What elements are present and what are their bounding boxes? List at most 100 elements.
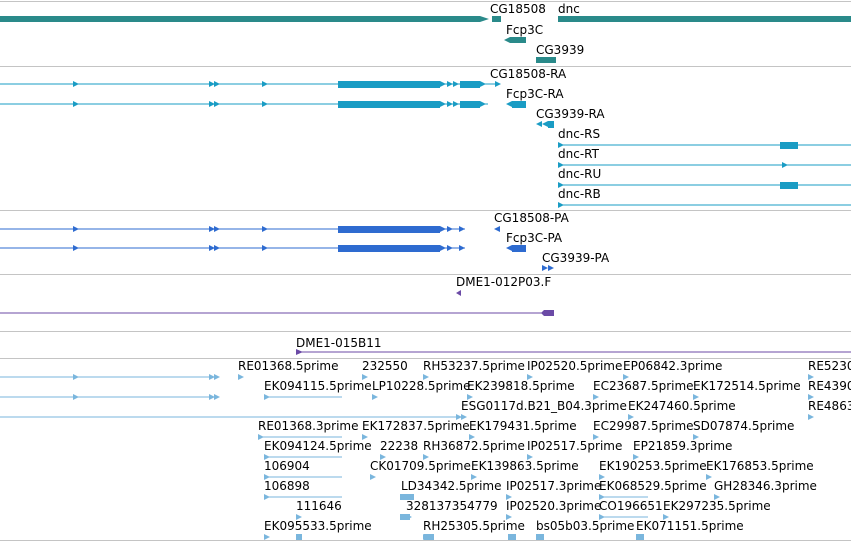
est-feature-marker[interactable] <box>593 394 599 400</box>
est-label[interactable]: RE4863 <box>808 399 851 413</box>
clone-DME1-012P03.F-start[interactable] <box>456 290 461 296</box>
est-feature-marker[interactable] <box>406 514 412 520</box>
transcript-Fcp3C-RA[interactable] <box>506 101 512 107</box>
est-feature-marker[interactable] <box>264 534 270 540</box>
est-label[interactable]: EP06842.3prime <box>623 359 723 373</box>
est-label[interactable]: RE01368.5prime <box>238 359 339 373</box>
est-feature-marker[interactable] <box>401 494 407 500</box>
transcript-CG3939-RA[interactable] <box>536 121 542 127</box>
est-feature-marker[interactable] <box>238 374 244 380</box>
est-label[interactable]: GH28346.3prime <box>714 479 817 493</box>
est-feature-marker[interactable] <box>471 474 477 480</box>
est-feature-marker[interactable] <box>599 514 605 520</box>
est-label[interactable]: EC23687.5prime <box>593 379 694 393</box>
est-label[interactable]: IP02517.3prime <box>506 479 602 493</box>
est-feature-marker[interactable] <box>264 494 270 500</box>
est-feature-marker[interactable] <box>362 374 368 380</box>
est-label[interactable]: IP02520.5prime <box>527 359 623 373</box>
est-feature-marker[interactable] <box>423 534 429 540</box>
gene-Fcp3C[interactable] <box>510 37 526 43</box>
gene-label-dnc[interactable]: dnc <box>558 2 580 16</box>
est-feature-marker[interactable] <box>506 514 512 520</box>
est-label[interactable]: 22238 <box>380 439 419 453</box>
protein-label-CG18508-PA[interactable]: CG18508-PA <box>494 211 569 225</box>
est-feature-marker[interactable] <box>599 474 605 480</box>
est-label[interactable]: RE5230 <box>808 359 851 373</box>
protein-CG3939-PA[interactable] <box>542 265 548 271</box>
est-label[interactable]: EK297235.5prime <box>663 499 771 513</box>
est-feature-marker[interactable] <box>623 374 629 380</box>
est-label[interactable]: EK239818.5prime <box>467 379 575 393</box>
est-feature-marker[interactable] <box>380 454 386 460</box>
est-label[interactable]: LP10228.5prime <box>372 379 471 393</box>
est-feature-marker[interactable] <box>808 414 814 420</box>
est-label[interactable]: IP02520.3prime <box>506 499 602 513</box>
gene-CG18508-small[interactable] <box>492 16 501 22</box>
est-feature-marker[interactable] <box>362 434 368 440</box>
est-label[interactable]: CK01709.5prime <box>370 459 471 473</box>
est-feature-marker[interactable] <box>808 374 814 380</box>
est-feature-marker[interactable] <box>527 454 533 460</box>
est-label[interactable]: EK139863.5prime <box>471 459 579 473</box>
transcript-cds[interactable] <box>460 81 480 88</box>
est-feature-marker[interactable] <box>536 534 542 540</box>
est-label[interactable]: CO196651 <box>599 499 663 513</box>
transcript-label-dnc-RT[interactable]: dnc-RT <box>558 147 599 161</box>
gene-dnc[interactable] <box>558 16 851 22</box>
est-feature-marker[interactable] <box>467 394 473 400</box>
est-label[interactable]: RH25305.5prime <box>423 519 525 533</box>
transcript-cds[interactable] <box>338 81 440 88</box>
est-feature-marker[interactable] <box>599 494 605 500</box>
transcript-cds[interactable] <box>460 101 480 108</box>
est-label[interactable]: EP21859.3prime <box>633 439 733 453</box>
est-feature-marker[interactable] <box>628 414 634 420</box>
est-feature-marker[interactable] <box>706 474 712 480</box>
est-label[interactable]: EC29987.5prime <box>593 419 694 433</box>
est-label[interactable]: bs05b03.5prime <box>536 519 635 533</box>
est-label[interactable]: 111646 <box>296 499 342 513</box>
gene-label-CG3939[interactable]: CG3939 <box>536 43 585 57</box>
est-feature-marker[interactable] <box>264 394 270 400</box>
protein-label-CG3939-PA[interactable]: CG3939-PA <box>542 251 610 265</box>
est-label[interactable]: EK071151.5prime <box>636 519 744 533</box>
est-label[interactable]: 232550 <box>362 359 408 373</box>
est-label[interactable]: 106898 <box>264 479 310 493</box>
est-label[interactable]: EK247460.5prime <box>628 399 736 413</box>
est-feature-marker[interactable] <box>423 374 429 380</box>
est-feature-marker[interactable] <box>423 454 429 460</box>
transcript-label-Fcp3C-RA[interactable]: Fcp3C-RA <box>506 87 564 101</box>
est-feature-marker[interactable] <box>506 494 512 500</box>
protein-label-Fcp3C-PA[interactable]: Fcp3C-PA <box>506 231 563 245</box>
est-feature-marker[interactable] <box>593 434 599 440</box>
est-label[interactable]: SD07874.5prime <box>693 419 795 433</box>
est-feature-marker[interactable] <box>296 514 302 520</box>
est-feature-marker[interactable] <box>264 454 270 460</box>
est-label[interactable]: EK172837.5prime <box>362 419 470 433</box>
est-label[interactable]: EK190253.5prime <box>599 459 707 473</box>
protein-CG18508-PA[interactable] <box>338 226 440 233</box>
est-label[interactable]: RE4390 <box>808 379 851 393</box>
est-label[interactable]: RH36872.5prime <box>423 439 525 453</box>
est-label[interactable]: EK095533.5prime <box>264 519 372 533</box>
est-feature-marker[interactable] <box>808 394 814 400</box>
est-label[interactable]: EK094115.5prime <box>264 379 372 393</box>
gene-CG3939[interactable] <box>536 57 556 63</box>
est-label[interactable]: LD34342.5prime <box>401 479 502 493</box>
est-feature-marker[interactable] <box>714 494 720 500</box>
est-label[interactable]: ESG0117d.B21_B04.3prime <box>461 399 627 413</box>
est-feature-marker[interactable] <box>264 474 270 480</box>
protein-CG18508-PA-alt[interactable] <box>338 245 440 252</box>
clone-DME1-012P03.F-end[interactable] <box>541 310 554 316</box>
est-label[interactable]: RE01368.3prime <box>258 419 359 433</box>
est-feature-marker[interactable] <box>258 434 264 440</box>
est-label[interactable]: IP02517.5prime <box>527 439 623 453</box>
protein-Fcp3C-PA[interactable] <box>506 245 512 251</box>
est-feature-marker[interactable] <box>469 434 475 440</box>
est-label[interactable]: 106904 <box>264 459 310 473</box>
est-label[interactable]: EK094124.5prime <box>264 439 372 453</box>
transcript-cds[interactable] <box>338 101 440 108</box>
transcript-label-CG18508-RA[interactable]: CG18508-RA <box>490 67 567 81</box>
est-feature-marker[interactable] <box>693 434 699 440</box>
transcript-label-CG3939-RA[interactable]: CG3939-RA <box>536 107 605 121</box>
est-label[interactable]: RH53237.5prime <box>423 359 525 373</box>
